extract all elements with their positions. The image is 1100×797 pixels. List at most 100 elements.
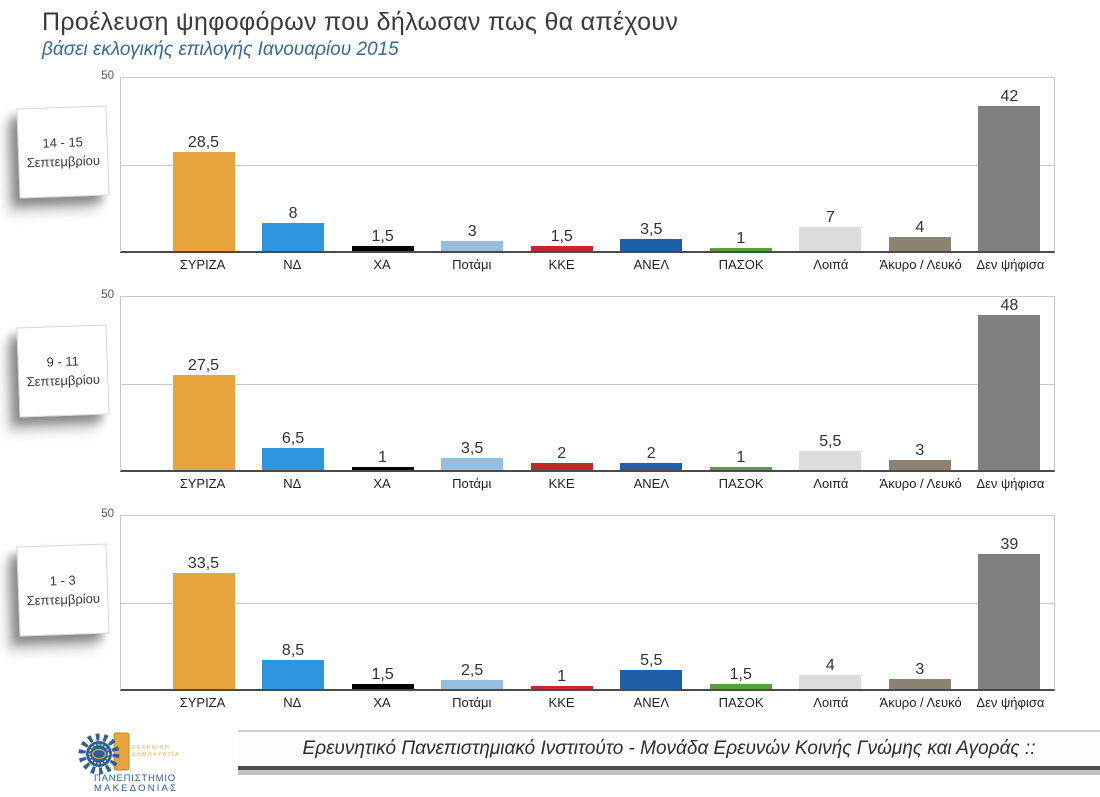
bar-value-label: 8 <box>288 205 298 223</box>
bar-slot: 1 <box>696 297 785 470</box>
category-labels: ΣΥΡΙΖΑ ΝΔ ΧΑ Ποτάμι ΚΚΕ ΑΝΕΛ ΠΑΣΟΚ Λοιπά Άκυρο /… <box>120 695 1055 710</box>
bar <box>351 683 414 689</box>
category-label: Άκυρο / Λευκό <box>879 476 962 491</box>
bar <box>978 554 1041 689</box>
bar <box>709 683 772 689</box>
bar <box>978 315 1041 470</box>
bar-slot: 6,5 <box>249 297 338 470</box>
bar-value-label: 4 <box>825 657 835 675</box>
period-line1: 14 - 15 <box>42 134 84 151</box>
bar-slot: 5,5 <box>607 516 696 689</box>
bar-value-label: 1,5 <box>729 665 752 683</box>
bar <box>262 659 325 689</box>
chart-panel-1: 14 - 15 Σεπτεμβρίου 50 28,5 8 1,5 3 1,5 3,5 1 7… <box>16 70 1055 272</box>
category-label: Άκυρο / Λευκό <box>879 695 962 710</box>
category-label: ΑΝΕΛ <box>633 476 670 491</box>
category-label: ΧΑ <box>373 257 391 272</box>
bar-slot: 1,5 <box>338 78 427 251</box>
bar-value-label: 4 <box>915 219 925 237</box>
bar-value-label: 27,5 <box>187 356 220 374</box>
bar <box>620 669 683 689</box>
category-label: ΠΑΣΟΚ <box>718 476 764 491</box>
bar-slot: 28,5 <box>159 78 248 251</box>
bar-value-label: 6,5 <box>281 429 305 447</box>
bar-slot: 2 <box>517 297 606 470</box>
category-label: ΑΝΕΛ <box>633 695 670 710</box>
logo-emblem-icon: ΕΛΛΗΝΙΚΗ ΔΗΜΟΚΡΑΤΙΑ ΠΑΝΕΠΙΣΤΗΜΙΟ ΜΑΚΕΔΟΝ… <box>78 732 178 794</box>
bar-slot: 1,5 <box>517 78 606 251</box>
category-label: ΑΝΕΛ <box>633 257 670 272</box>
bar-value-label: 39 <box>1000 536 1019 554</box>
bar-value-label: 1,5 <box>371 665 394 683</box>
period-line1: 1 - 3 <box>49 572 76 589</box>
bar <box>888 678 951 689</box>
bar-slot: 48 <box>965 297 1054 470</box>
category-label: Λοιπά <box>813 257 849 272</box>
bars: 33,5 8,5 1,5 2,5 1 5,5 1,5 4 3 39 <box>121 516 1054 689</box>
category-label: ΣΥΡΙΖΑ <box>179 476 226 491</box>
category-label: ΝΔ <box>283 476 302 491</box>
bar-slot: 2,5 <box>428 516 517 689</box>
bar-value-label: 2,5 <box>461 662 484 680</box>
bar <box>441 240 504 251</box>
bar-value-label: 3 <box>467 222 477 240</box>
bar-slot: 8,5 <box>249 516 338 689</box>
bar-slot: 7 <box>786 78 875 251</box>
category-label: ΚΚΕ <box>548 257 575 272</box>
category-label: Δεν ψήφισα <box>976 257 1045 272</box>
bar-value-label: 8,5 <box>281 641 305 659</box>
bar-value-label: 7 <box>825 208 835 226</box>
plot-area: 28,5 8 1,5 3 1,5 3,5 1 7 4 42 <box>120 77 1055 253</box>
bar <box>351 245 414 251</box>
bar <box>978 105 1041 251</box>
period-line1: 9 - 11 <box>46 353 80 370</box>
footer-text: Ερευνητικό Πανεπιστημιακό Ινστιτούτο - Μ… <box>302 738 1036 759</box>
period-line2: Σεπτεμβρίου <box>26 371 101 390</box>
bar <box>441 457 504 470</box>
bar <box>709 466 772 470</box>
bar-slot: 3 <box>428 78 517 251</box>
bar-slot: 5,5 <box>786 297 875 470</box>
bar-slot: 27,5 <box>159 297 248 470</box>
category-label: ΣΥΡΙΖΑ <box>179 695 226 710</box>
bar-slot: 42 <box>965 78 1054 251</box>
bar-slot: 4 <box>875 78 964 251</box>
bar-slot: 8 <box>249 78 338 251</box>
category-label: Δεν ψήφισα <box>976 695 1045 710</box>
page-subtitle: βάσει εκλογικής επιλογής Ιανουαρίου 2015 <box>42 39 399 60</box>
category-label: Ποτάμι <box>452 695 492 710</box>
logo-republic-line1: ΕΛΛΗΝΙΚΗ <box>132 745 170 751</box>
y-axis-tick-label: 50 <box>101 70 114 82</box>
bar-slot: 3 <box>875 516 964 689</box>
bar-value-label: 5,5 <box>640 651 663 669</box>
bar <box>172 374 235 470</box>
category-label: Άκυρο / Λευκό <box>879 257 962 272</box>
plot-area: 27,5 6,5 1 3,5 2 2 1 5,5 3 48 <box>120 296 1055 472</box>
category-label: ΧΑ <box>373 695 391 710</box>
category-label: ΚΚΕ <box>548 695 575 710</box>
bar-slot: 4 <box>786 516 875 689</box>
bar-slot: 1,5 <box>696 516 785 689</box>
category-label: ΝΔ <box>283 257 302 272</box>
bar-value-label: 3 <box>915 660 925 678</box>
bar <box>799 675 862 689</box>
bar-value-label: 5,5 <box>819 432 842 450</box>
bar-value-label: 33,5 <box>187 555 220 573</box>
bar <box>799 450 862 470</box>
bar-value-label: 3,5 <box>461 439 484 457</box>
bar <box>799 226 862 251</box>
bar-value-label: 1,5 <box>550 227 573 245</box>
bar-value-label: 1 <box>557 667 567 685</box>
bar <box>262 223 325 251</box>
bar <box>262 447 325 470</box>
bar-value-label: 1 <box>378 448 388 466</box>
bar-slot: 3 <box>875 297 964 470</box>
gridline-25 <box>121 164 1054 166</box>
bar-slot: 1 <box>517 516 606 689</box>
bar <box>530 245 593 251</box>
university-of-macedonia-logo: ΕΛΛΗΝΙΚΗ ΔΗΜΟΚΡΑΤΙΑ ΠΑΝΕΠΙΣΤΗΜΙΟ ΜΑΚΕΔΟΝ… <box>74 732 214 797</box>
footer: ΕΛΛΗΝΙΚΗ ΔΗΜΟΚΡΑΤΙΑ ΠΑΝΕΠΙΣΤΗΜΙΟ ΜΑΚΕΔΟΝ… <box>0 730 1100 794</box>
bar-slot: 3,5 <box>428 297 517 470</box>
bar-value-label: 1,5 <box>371 227 394 245</box>
category-label: ΧΑ <box>373 476 391 491</box>
